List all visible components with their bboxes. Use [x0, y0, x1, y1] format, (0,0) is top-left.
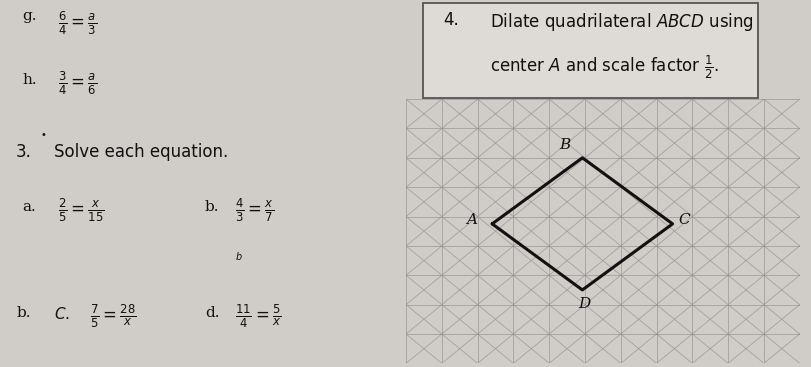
Text: $\frac{11}{4} = \frac{5}{x}$: $\frac{11}{4} = \frac{5}{x}$: [235, 303, 281, 330]
Text: $\it{b}$: $\it{b}$: [235, 250, 242, 262]
Text: B: B: [558, 138, 569, 152]
Text: D: D: [578, 297, 590, 310]
Text: $C.$: $C.$: [54, 306, 70, 323]
Text: Dilate quadrilateral $ABCD$ using: Dilate quadrilateral $ABCD$ using: [490, 11, 753, 33]
Text: 3.: 3.: [16, 143, 32, 161]
Text: Solve each equation.: Solve each equation.: [54, 143, 228, 161]
Text: a.: a.: [22, 200, 36, 214]
Text: $\frac{7}{5} = \frac{28}{x}$: $\frac{7}{5} = \frac{28}{x}$: [90, 303, 137, 330]
Text: d.: d.: [204, 306, 219, 320]
Text: C: C: [678, 213, 689, 227]
Text: g.: g.: [22, 9, 36, 23]
Text: 4.: 4.: [443, 11, 458, 29]
Text: •: •: [41, 130, 46, 140]
Text: b.: b.: [16, 306, 31, 320]
FancyBboxPatch shape: [423, 3, 757, 98]
Text: $\frac{4}{3} = \frac{x}{7}$: $\frac{4}{3} = \frac{x}{7}$: [235, 196, 274, 224]
Text: b.: b.: [204, 200, 219, 214]
Text: $\frac{6}{4} = \frac{a}{3}$: $\frac{6}{4} = \frac{a}{3}$: [58, 9, 97, 37]
Text: h.: h.: [22, 73, 36, 87]
Text: center $A$ and scale factor $\frac{1}{2}$.: center $A$ and scale factor $\frac{1}{2}…: [490, 53, 719, 81]
Text: A: A: [466, 213, 477, 227]
Text: $\frac{2}{5} = \frac{x}{15}$: $\frac{2}{5} = \frac{x}{15}$: [58, 196, 105, 224]
Text: $\frac{3}{4} = \frac{a}{6}$: $\frac{3}{4} = \frac{a}{6}$: [58, 70, 97, 97]
